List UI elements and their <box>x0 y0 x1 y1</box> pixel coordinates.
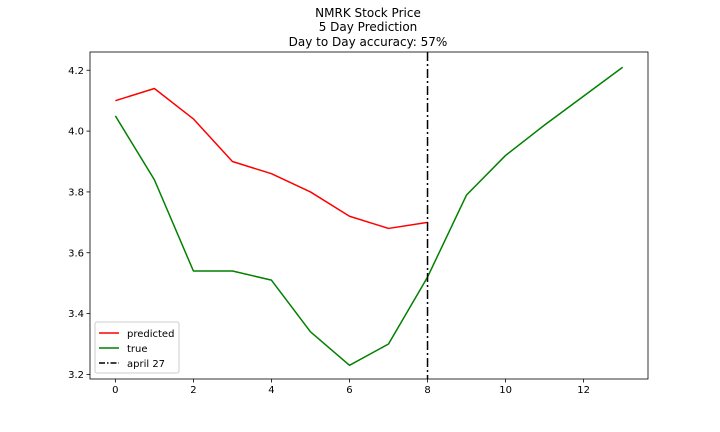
x-tick-label-6: 6 <box>346 385 352 396</box>
x-tick-label-8: 8 <box>424 385 430 396</box>
legend-label-predicted: predicted <box>127 329 174 340</box>
plot-area <box>114 52 624 379</box>
y-tick-label-3.4: 3.4 <box>68 309 84 320</box>
y-tick-label-3.6: 3.6 <box>68 248 84 259</box>
x-tick-label-0: 0 <box>112 385 118 396</box>
title-line-1: NMRK Stock Price <box>315 6 421 20</box>
legend-label-true: true <box>127 344 148 355</box>
legend-label-april-27: april 27 <box>127 359 165 370</box>
chart-title: NMRK Stock Price 5 Day Prediction Day to… <box>289 6 448 49</box>
legend-box <box>94 321 180 374</box>
x-tick-label-10: 10 <box>499 385 512 396</box>
x-axis: 0 2 4 6 8 10 12 <box>112 379 590 396</box>
y-tick-label-3.2: 3.2 <box>68 370 84 381</box>
y-tick-label-4.0: 4.0 <box>68 127 84 138</box>
title-line-2: 5 Day Prediction <box>319 20 418 34</box>
y-tick-label-4.2: 4.2 <box>68 66 84 77</box>
x-tick-label-12: 12 <box>577 385 590 396</box>
y-tick-label-3.8: 3.8 <box>68 187 84 198</box>
x-tick-label-4: 4 <box>268 385 274 396</box>
series-line-true <box>114 66 624 367</box>
y-axis: 3.2 3.4 3.6 3.8 4.0 4.2 <box>68 66 90 381</box>
plot-frame <box>89 51 649 380</box>
title-line-3: Day to Day accuracy: 57% <box>289 35 448 49</box>
x-tick-label-2: 2 <box>190 385 196 396</box>
series-line-predicted <box>115 87 428 230</box>
legend: predicted true april 27 <box>94 321 180 374</box>
